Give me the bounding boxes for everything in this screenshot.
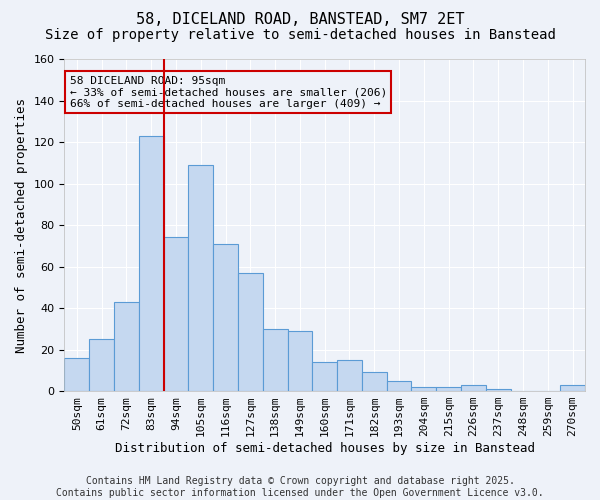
Bar [412, 387, 436, 391]
Bar [486, 389, 511, 391]
Text: Contains HM Land Registry data © Crown copyright and database right 2025.
Contai: Contains HM Land Registry data © Crown c… [56, 476, 544, 498]
X-axis label: Distribution of semi-detached houses by size in Banstead: Distribution of semi-detached houses by … [115, 442, 535, 455]
Bar [362, 372, 386, 391]
Bar [313, 362, 337, 391]
Bar [164, 238, 188, 391]
Bar [386, 380, 412, 391]
Bar [64, 358, 89, 391]
Bar [139, 136, 164, 391]
Y-axis label: Number of semi-detached properties: Number of semi-detached properties [15, 98, 28, 352]
Bar [337, 360, 362, 391]
Bar [287, 331, 313, 391]
Text: 58 DICELAND ROAD: 95sqm
← 33% of semi-detached houses are smaller (206)
66% of s: 58 DICELAND ROAD: 95sqm ← 33% of semi-de… [70, 76, 387, 109]
Text: Size of property relative to semi-detached houses in Banstead: Size of property relative to semi-detach… [44, 28, 556, 42]
Bar [188, 165, 213, 391]
Bar [238, 273, 263, 391]
Bar [263, 329, 287, 391]
Text: 58, DICELAND ROAD, BANSTEAD, SM7 2ET: 58, DICELAND ROAD, BANSTEAD, SM7 2ET [136, 12, 464, 28]
Bar [89, 339, 114, 391]
Bar [213, 244, 238, 391]
Bar [560, 385, 585, 391]
Bar [461, 385, 486, 391]
Bar [436, 387, 461, 391]
Bar [114, 302, 139, 391]
